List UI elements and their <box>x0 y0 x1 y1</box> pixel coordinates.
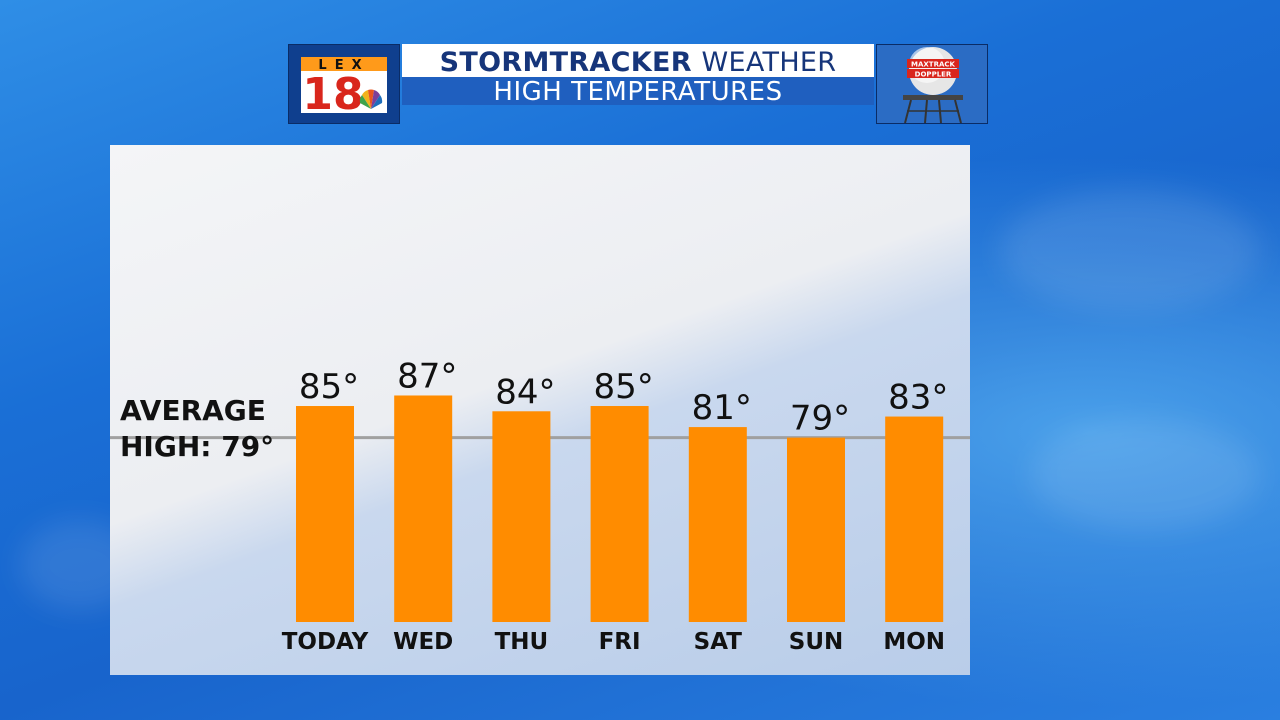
day-label: MON <box>883 629 945 655</box>
radar-logo-bottom-text: DOPPLER <box>915 71 952 79</box>
bar-value-label: 87° <box>397 356 457 396</box>
temperature-bar-chart: 85° TODAY 87° WED 84° THU 85° FRI 81° SAT 79° SUN 83… <box>110 356 970 655</box>
bar-value-label: 85° <box>299 367 359 407</box>
chart-panel: 85° TODAY 87° WED 84° THU 85° FRI 81° SAT 79° SUN 83… <box>110 145 970 675</box>
station-logo-text: LEX <box>318 58 369 73</box>
average-high-label: AVERAGE HIGH: 79° <box>120 393 274 465</box>
temperature-bar-today <box>296 406 354 622</box>
header-banner: LEX 18 STORMTRACKER WEATHER HIGH TEMPERA… <box>288 44 988 124</box>
background-cloud <box>1030 420 1260 530</box>
bar-value-label: 81° <box>692 388 752 428</box>
bar-value-label: 79° <box>790 399 850 439</box>
temperature-bar-sat <box>688 427 747 622</box>
radar-tower-icon: MAXTRACK DOPPLER <box>877 45 987 123</box>
header-title: STORMTRACKER WEATHER <box>402 47 874 78</box>
temperature-bar-thu <box>492 411 551 622</box>
header-title-bold: STORMTRACKER <box>439 47 692 78</box>
temperature-bar-wed <box>394 395 453 622</box>
day-label: THU <box>495 629 549 655</box>
radar-logo: MAXTRACK DOPPLER <box>876 44 988 124</box>
header-title-rest: WEATHER <box>701 47 837 78</box>
day-label: SAT <box>694 629 743 655</box>
header-subtitle: HIGH TEMPERATURES <box>493 77 783 107</box>
temperature-bar-sun <box>787 437 845 622</box>
bar-value-label: 83° <box>888 378 948 418</box>
day-label: FRI <box>599 629 641 655</box>
day-label: SUN <box>789 629 844 655</box>
peacock-icon <box>359 89 383 109</box>
temperature-bar-fri <box>590 406 649 622</box>
station-logo-graphic: LEX 18 <box>301 57 387 120</box>
station-logo: LEX 18 <box>288 44 400 124</box>
station-logo-number: 18 <box>302 69 363 120</box>
bar-value-label: 85° <box>593 367 653 407</box>
average-label-line1: AVERAGE <box>120 394 266 427</box>
background-cloud <box>1000 190 1260 310</box>
day-label: TODAY <box>282 629 369 655</box>
temperature-bar-mon <box>885 416 944 622</box>
title-bar: STORMTRACKER WEATHER HIGH TEMPERATURES <box>402 44 874 124</box>
average-label-line2: HIGH: 79° <box>120 430 275 463</box>
radar-logo-top-text: MAXTRACK <box>911 61 956 69</box>
bar-value-label: 84° <box>495 372 555 412</box>
day-label: WED <box>393 629 453 655</box>
